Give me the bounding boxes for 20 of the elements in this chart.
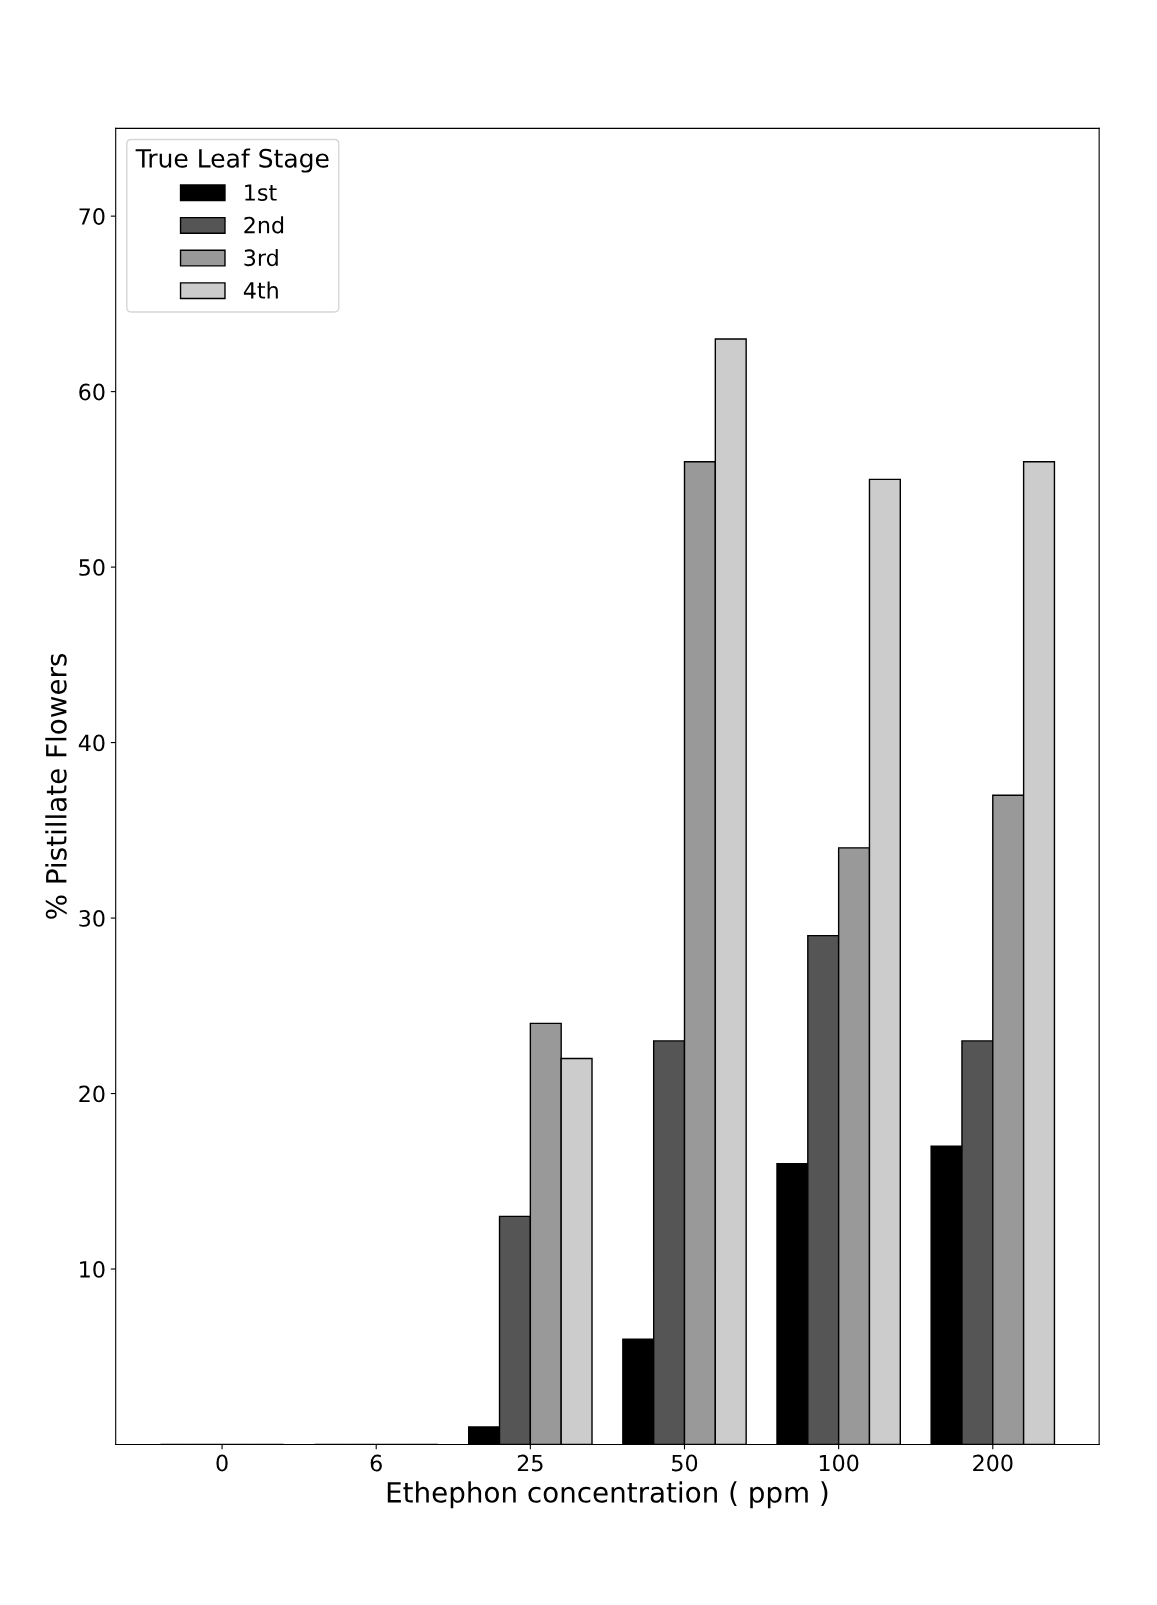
x-tick-label: 25: [517, 1454, 543, 1472]
x-tick-label: 6: [370, 1454, 382, 1472]
x-tick-label: 100: [819, 1454, 859, 1472]
y-tick-label: 70: [79, 208, 105, 225]
y-tick-label: 10: [80, 1260, 105, 1278]
x-axis-title: Ethephon concentration ( ppm ): [387, 1481, 828, 1509]
legend-label: 1st: [245, 184, 277, 201]
x-tick-label: 200: [973, 1454, 1013, 1472]
legend-label: 4th: [243, 281, 278, 299]
y-tick-label: 40: [78, 734, 105, 752]
legend-label: 2nd: [244, 216, 284, 234]
y-tick-label: 60: [79, 383, 105, 401]
legend-label: 3rd: [244, 248, 278, 267]
y-tick-label: 50: [79, 559, 105, 576]
y-tick-label: 30: [79, 910, 105, 927]
y-tick-label: 20: [79, 1085, 105, 1103]
legend-title: True Leaf Stage: [135, 148, 329, 173]
x-tick-label: 0: [216, 1454, 228, 1472]
x-tick-label: 50: [672, 1454, 698, 1472]
y-axis-title: % Pistillate Flowers: [45, 653, 67, 919]
